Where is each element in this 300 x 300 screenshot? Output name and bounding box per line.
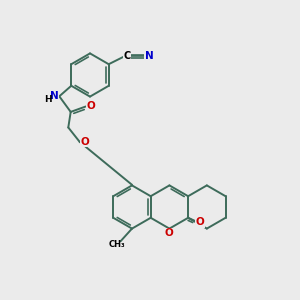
Text: CH₃: CH₃: [109, 240, 125, 249]
Text: N: N: [50, 91, 58, 101]
Text: C: C: [124, 51, 131, 61]
Text: N: N: [145, 51, 153, 61]
Text: H: H: [44, 95, 52, 104]
Text: O: O: [165, 228, 173, 238]
Text: O: O: [86, 101, 95, 111]
Text: O: O: [196, 217, 205, 227]
Text: O: O: [81, 137, 89, 147]
